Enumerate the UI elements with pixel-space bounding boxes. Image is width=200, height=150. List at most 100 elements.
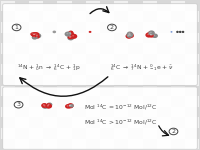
Circle shape	[68, 31, 73, 34]
Bar	[86, 149, 100, 150]
Bar	[143, 1, 157, 11]
Circle shape	[127, 32, 133, 36]
Bar	[199, 54, 200, 64]
Circle shape	[128, 33, 130, 34]
Bar	[157, 96, 171, 107]
Bar	[100, 128, 114, 139]
Bar	[143, 139, 157, 149]
Bar	[29, 149, 43, 150]
Circle shape	[31, 32, 38, 37]
Circle shape	[126, 32, 133, 37]
Bar	[86, 11, 100, 22]
Circle shape	[48, 103, 50, 105]
Bar	[43, 149, 57, 150]
Bar	[143, 64, 157, 75]
Bar	[43, 86, 57, 96]
Bar	[29, 128, 43, 139]
Circle shape	[41, 103, 48, 108]
Bar	[57, 1, 72, 11]
Bar	[185, 75, 199, 86]
Bar	[0, 149, 1, 150]
Bar	[157, 33, 171, 43]
Bar	[86, 107, 100, 117]
Bar	[0, 0, 1, 1]
Bar	[29, 22, 43, 33]
Bar	[100, 139, 114, 149]
Bar	[171, 1, 185, 11]
Circle shape	[128, 34, 130, 36]
Circle shape	[128, 34, 134, 38]
Text: Mol $^{14}$C > 10$^{-12}$ Mol/$^{12}$C: Mol $^{14}$C > 10$^{-12}$ Mol/$^{12}$C	[84, 118, 158, 127]
Bar	[1, 117, 15, 128]
Bar	[0, 11, 1, 22]
Bar	[57, 0, 72, 1]
Circle shape	[171, 31, 172, 33]
Bar	[43, 1, 57, 11]
Circle shape	[152, 33, 158, 38]
Bar	[185, 43, 199, 54]
Bar	[29, 43, 43, 54]
Bar	[86, 86, 100, 96]
Bar	[171, 22, 185, 33]
Text: 2: 2	[110, 25, 114, 30]
Bar	[57, 96, 72, 107]
Bar	[100, 11, 114, 22]
Bar	[171, 107, 185, 117]
Circle shape	[32, 35, 38, 40]
Circle shape	[145, 32, 152, 38]
Bar	[100, 75, 114, 86]
Bar	[0, 22, 1, 33]
Bar	[1, 75, 15, 86]
Bar	[15, 11, 29, 22]
Bar	[0, 43, 1, 54]
Bar	[143, 33, 157, 43]
Bar	[100, 86, 114, 96]
Bar	[157, 1, 171, 11]
Bar	[114, 54, 128, 64]
Bar	[100, 149, 114, 150]
Circle shape	[69, 36, 71, 37]
Bar	[0, 139, 1, 149]
Bar	[15, 117, 29, 128]
Bar	[43, 128, 57, 139]
Bar	[43, 54, 57, 64]
Bar	[15, 149, 29, 150]
Circle shape	[70, 32, 71, 33]
Bar	[72, 22, 86, 33]
Circle shape	[31, 33, 38, 37]
Circle shape	[68, 104, 73, 108]
Bar	[157, 54, 171, 64]
Bar	[100, 0, 114, 1]
Bar	[143, 117, 157, 128]
Circle shape	[68, 35, 74, 39]
Bar	[72, 139, 86, 149]
Bar	[143, 128, 157, 139]
Bar	[0, 33, 1, 43]
FancyBboxPatch shape	[3, 4, 197, 85]
Circle shape	[46, 103, 51, 106]
Bar	[15, 1, 29, 11]
Bar	[86, 54, 100, 64]
Bar	[29, 1, 43, 11]
Bar	[0, 128, 1, 139]
Bar	[143, 96, 157, 107]
Circle shape	[130, 35, 131, 36]
Bar	[57, 139, 72, 149]
Circle shape	[148, 30, 155, 35]
Bar	[43, 139, 57, 149]
Bar	[29, 54, 43, 64]
Bar	[100, 64, 114, 75]
Bar	[1, 128, 15, 139]
Bar	[100, 1, 114, 11]
Bar	[29, 117, 43, 128]
Bar	[171, 54, 185, 64]
Bar	[86, 22, 100, 33]
Bar	[199, 33, 200, 43]
Bar	[29, 64, 43, 75]
Bar	[114, 11, 128, 22]
Bar	[0, 64, 1, 75]
Circle shape	[47, 105, 49, 106]
Bar	[171, 33, 185, 43]
Circle shape	[150, 32, 152, 33]
Bar	[199, 64, 200, 75]
